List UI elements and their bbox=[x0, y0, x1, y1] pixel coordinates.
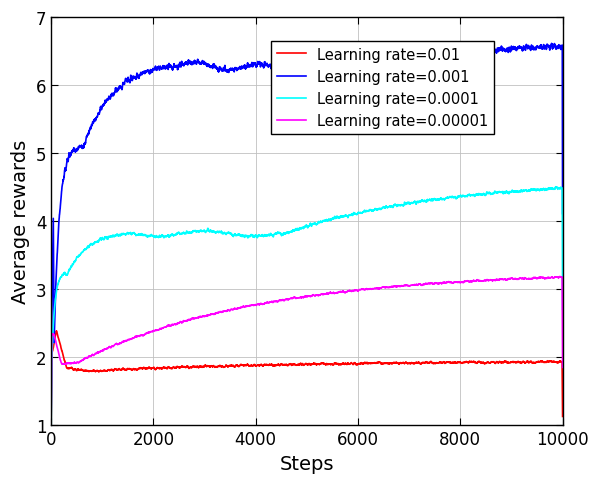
Learning rate=0.001 bbox=[548, 42, 555, 47]
Learning rate=0.0001 bbox=[429, 198, 436, 204]
Learning rate=0.01 bbox=[429, 361, 436, 366]
Learning rate=0.001 bbox=[559, 211, 566, 217]
Learning rate=0.01 bbox=[53, 329, 60, 334]
Learning rate=0.01 bbox=[47, 423, 55, 428]
Learning rate=0.001 bbox=[47, 417, 55, 423]
Learning rate=0.0001 bbox=[243, 233, 250, 239]
Learning rate=0.01 bbox=[468, 359, 475, 365]
Learning rate=0.01 bbox=[380, 360, 388, 366]
Learning rate=0.001 bbox=[243, 65, 250, 71]
Learning rate=0.0001 bbox=[354, 211, 361, 217]
Learning rate=0.01 bbox=[243, 363, 250, 368]
Learning rate=0.001 bbox=[380, 55, 388, 60]
Line: Learning rate=0.001: Learning rate=0.001 bbox=[51, 45, 563, 420]
X-axis label: Steps: Steps bbox=[280, 454, 334, 473]
Learning rate=0.01 bbox=[559, 414, 566, 420]
Learning rate=0.001 bbox=[468, 51, 475, 57]
Learning rate=0.00001 bbox=[354, 288, 361, 294]
Learning rate=0.00001 bbox=[429, 281, 436, 287]
Learning rate=0.001 bbox=[429, 53, 436, 59]
Learning rate=0.00001 bbox=[556, 274, 563, 280]
Learning rate=0.00001 bbox=[47, 411, 55, 417]
Line: Learning rate=0.00001: Learning rate=0.00001 bbox=[51, 277, 563, 414]
Learning rate=0.01 bbox=[140, 365, 148, 371]
Learning rate=0.0001 bbox=[140, 233, 148, 239]
Y-axis label: Average rewards: Average rewards bbox=[11, 140, 30, 304]
Legend: Learning rate=0.01, Learning rate=0.001, Learning rate=0.0001, Learning rate=0.0: Learning rate=0.01, Learning rate=0.001,… bbox=[271, 42, 494, 135]
Learning rate=0.00001 bbox=[559, 365, 566, 371]
Learning rate=0.0001 bbox=[552, 184, 559, 190]
Learning rate=0.01 bbox=[355, 361, 362, 367]
Learning rate=0.001 bbox=[140, 70, 148, 76]
Learning rate=0.001 bbox=[354, 59, 361, 65]
Learning rate=0.0001 bbox=[468, 193, 475, 199]
Learning rate=0.00001 bbox=[243, 304, 250, 310]
Line: Learning rate=0.0001: Learning rate=0.0001 bbox=[51, 187, 563, 432]
Line: Learning rate=0.01: Learning rate=0.01 bbox=[51, 332, 563, 425]
Learning rate=0.00001 bbox=[140, 333, 148, 338]
Learning rate=0.0001 bbox=[47, 429, 55, 435]
Learning rate=0.0001 bbox=[380, 205, 388, 211]
Learning rate=0.00001 bbox=[380, 285, 388, 290]
Learning rate=0.00001 bbox=[468, 279, 475, 285]
Learning rate=0.0001 bbox=[559, 307, 566, 313]
